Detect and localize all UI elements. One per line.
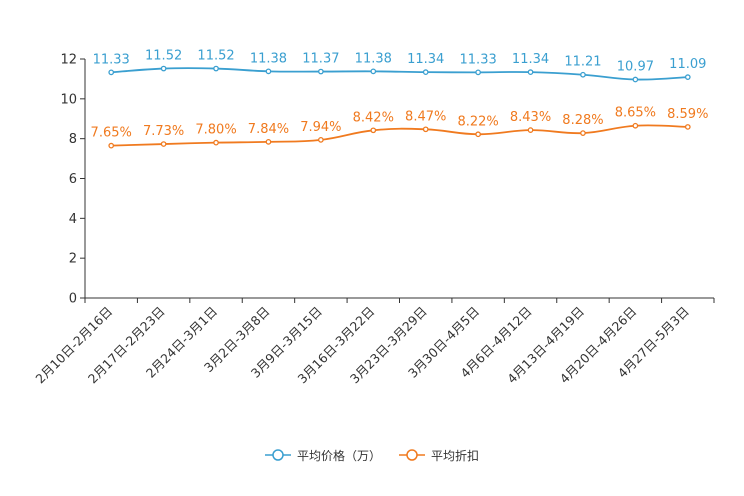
data-point <box>580 71 586 78</box>
data-point <box>475 69 481 76</box>
data-label: 11.52 <box>197 49 234 64</box>
data-label: 11.33 <box>460 52 497 67</box>
data-label: 8.28% <box>562 113 603 128</box>
data-label: 7.65% <box>91 126 132 141</box>
data-point <box>475 131 481 138</box>
data-label: 8.42% <box>353 110 394 125</box>
x-axis: 2月10日-2月16日2月17日-2月23日2月24日-3月1日3月2日-3月8… <box>32 297 715 386</box>
data-point <box>265 139 272 145</box>
y-tick-label: 0 <box>69 292 77 307</box>
data-label: 7.80% <box>195 123 236 138</box>
legend-discount-marker-icon <box>399 449 425 461</box>
data-label: 7.84% <box>248 122 289 137</box>
y-tick-label: 12 <box>60 53 77 68</box>
data-point <box>213 139 219 146</box>
data-point <box>370 127 377 134</box>
y-tick-label: 4 <box>69 212 77 227</box>
legend-price-marker-icon <box>264 449 291 461</box>
data-point <box>318 137 324 143</box>
data-point <box>580 130 586 136</box>
data-label-layer: 11.33 11.52 11.52 11.38 11.37 11.38 11.34 11.33… <box>91 49 709 141</box>
data-point <box>684 74 691 80</box>
data-point <box>213 65 219 72</box>
data-label: 8.65% <box>615 106 656 121</box>
series-line-1 <box>111 124 688 147</box>
data-point <box>370 68 377 75</box>
data-label: 8.22% <box>457 114 498 129</box>
data-point <box>632 76 639 83</box>
series-layer <box>108 65 691 149</box>
y-tick-label: 10 <box>60 92 77 107</box>
data-label: 11.34 <box>512 52 549 67</box>
data-label: 11.21 <box>564 55 601 70</box>
y-tick-label: 6 <box>69 172 77 187</box>
data-point <box>108 69 115 76</box>
data-label: 11.33 <box>93 52 130 67</box>
y-axis: 0 2 4 6 8 10 12 <box>60 53 86 307</box>
data-label: 7.94% <box>300 120 341 135</box>
data-point <box>160 141 167 147</box>
data-label: 11.34 <box>407 52 444 67</box>
data-label: 11.38 <box>250 51 287 66</box>
data-label: 11.37 <box>302 52 339 67</box>
legend: 平均价格（万） 平均折扣 <box>0 444 744 466</box>
data-label: 10.97 <box>617 60 654 75</box>
legend-item-price[interactable]: 平均价格（万） <box>264 447 381 464</box>
data-point <box>108 142 115 149</box>
data-label: 8.47% <box>405 109 446 124</box>
data-point <box>527 69 534 75</box>
y-tick-label: 8 <box>69 132 77 147</box>
data-point <box>422 69 429 75</box>
data-point <box>318 68 324 75</box>
data-label: 8.43% <box>510 110 551 125</box>
data-label: 11.09 <box>669 57 706 72</box>
data-point <box>684 124 691 130</box>
data-point <box>632 122 639 129</box>
data-point <box>422 126 429 133</box>
legend-discount-label: 平均折扣 <box>431 448 480 463</box>
data-label: 11.38 <box>355 51 392 66</box>
y-tick-label: 2 <box>69 252 77 267</box>
line-chart: 0 2 4 6 8 10 12 2月10日-2月16日2月17日-2月23日2月24日-3月… <box>32 49 715 386</box>
data-point <box>265 68 272 75</box>
data-point <box>160 65 167 72</box>
legend-price-label: 平均价格（万） <box>296 448 381 463</box>
data-label: 11.52 <box>145 49 182 64</box>
legend-item-discount[interactable]: 平均折扣 <box>399 447 479 464</box>
data-label: 8.59% <box>667 107 708 122</box>
series-line-0 <box>111 67 688 81</box>
data-point <box>527 127 534 133</box>
data-label: 7.73% <box>143 124 184 139</box>
